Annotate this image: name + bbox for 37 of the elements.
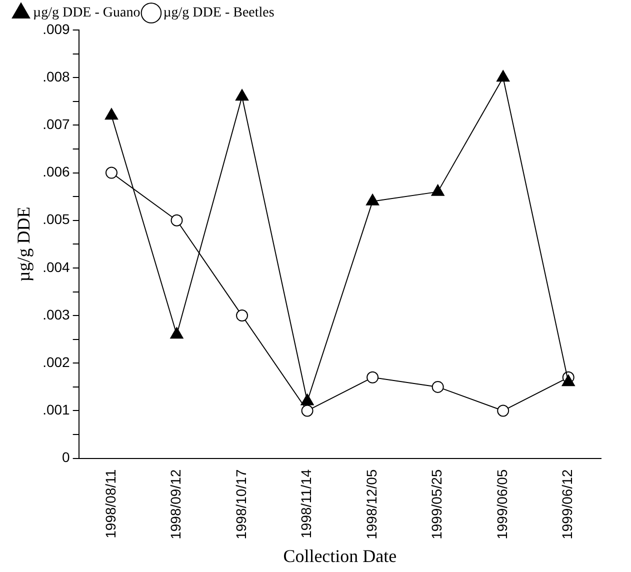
point xyxy=(170,327,184,339)
y-tick-label: .007 xyxy=(42,116,70,132)
point xyxy=(300,394,314,406)
point xyxy=(432,380,444,393)
point xyxy=(562,374,575,386)
x-tick-label: 1998/11/14 xyxy=(298,469,314,538)
legend-label: µg/g DDE - Guano xyxy=(33,6,140,21)
y-axis-title: µg/g DDE xyxy=(14,206,34,282)
y-tick-label: .009 xyxy=(42,20,70,37)
point xyxy=(301,404,314,417)
legend-label: µg/g DDE - Beetles xyxy=(163,6,274,21)
point xyxy=(235,89,249,101)
y-tick-label: .005 xyxy=(42,211,70,228)
x-tick-label: 1998/08/11 xyxy=(102,469,118,538)
point xyxy=(366,194,380,206)
point xyxy=(366,371,379,384)
y-tick-label: .004 xyxy=(42,258,70,275)
y-tick-label: .006 xyxy=(42,164,70,180)
x-tick-label: 1998/09/12 xyxy=(168,469,184,540)
x-tick-label: 1999/06/05 xyxy=(494,469,510,540)
y-tick-label: .008 xyxy=(42,68,70,84)
point xyxy=(496,70,510,82)
x-axis-title: Collection Date xyxy=(283,546,397,566)
point xyxy=(236,310,248,322)
point xyxy=(105,166,118,179)
y-tick-label: .003 xyxy=(42,306,70,322)
x-tick-label: 1999/05/25 xyxy=(428,469,445,540)
x-tick-label: 1998/12/05 xyxy=(363,469,380,540)
point xyxy=(431,184,444,196)
y-tick-label: .001 xyxy=(42,402,70,418)
point xyxy=(104,108,118,120)
y-tick-label: .002 xyxy=(42,354,70,370)
x-tick-label: 1998/10/17 xyxy=(232,469,249,540)
x-tick-label: 1999/06/12 xyxy=(559,469,576,540)
point xyxy=(170,214,183,226)
y-tick-label: 0 xyxy=(62,449,70,466)
point xyxy=(497,404,510,417)
